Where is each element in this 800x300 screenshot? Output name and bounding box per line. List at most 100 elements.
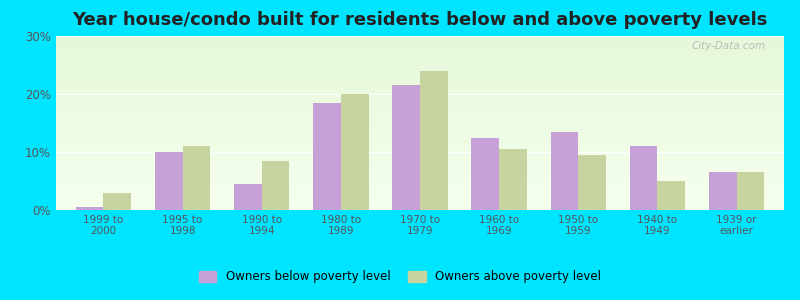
Bar <box>56 139 784 140</box>
Bar <box>56 166 784 167</box>
Bar <box>56 48 784 49</box>
Bar <box>56 199 784 200</box>
Bar <box>56 152 784 153</box>
Bar <box>630 146 658 210</box>
Bar <box>56 56 784 57</box>
Bar <box>56 106 784 107</box>
Bar <box>56 105 784 106</box>
Bar <box>56 191 784 192</box>
Bar <box>56 171 784 172</box>
Bar <box>56 205 784 206</box>
Bar <box>56 98 784 99</box>
Bar <box>182 146 210 210</box>
Bar <box>56 97 784 98</box>
Bar <box>56 102 784 103</box>
Bar <box>56 36 784 37</box>
Bar <box>56 208 784 209</box>
Bar <box>56 201 784 202</box>
Bar <box>56 146 784 147</box>
Bar <box>56 117 784 118</box>
Bar <box>56 104 784 105</box>
Bar <box>56 142 784 143</box>
Bar <box>56 76 784 77</box>
Bar <box>56 82 784 83</box>
Bar <box>56 85 784 86</box>
Bar <box>313 103 341 210</box>
Bar <box>56 206 784 207</box>
Bar <box>56 182 784 183</box>
Bar <box>103 193 131 210</box>
Bar <box>499 149 527 210</box>
Bar <box>56 80 784 81</box>
Bar <box>56 46 784 47</box>
Bar <box>56 138 784 139</box>
Bar <box>56 94 784 95</box>
Bar <box>56 167 784 168</box>
Bar <box>56 200 784 201</box>
Bar <box>56 130 784 131</box>
Bar <box>56 95 784 96</box>
Bar <box>56 64 784 65</box>
Bar <box>56 174 784 175</box>
Bar <box>56 78 784 79</box>
Bar <box>56 176 784 177</box>
Bar <box>550 132 578 210</box>
Bar <box>56 68 784 69</box>
Bar <box>56 39 784 40</box>
Bar <box>56 192 784 193</box>
Bar <box>56 93 784 94</box>
Bar <box>56 115 784 116</box>
Bar <box>56 114 784 115</box>
Bar <box>56 123 784 124</box>
Bar <box>56 165 784 166</box>
Bar <box>56 147 784 148</box>
Bar <box>56 92 784 93</box>
Bar <box>56 204 784 205</box>
Bar <box>56 207 784 208</box>
Bar <box>56 83 784 84</box>
Bar <box>56 52 784 53</box>
Bar <box>56 141 784 142</box>
Bar <box>56 54 784 55</box>
Bar <box>56 85 784 86</box>
Bar <box>56 149 784 150</box>
Bar <box>56 193 784 194</box>
Bar <box>56 42 784 43</box>
Bar <box>578 155 606 210</box>
Bar <box>56 87 784 88</box>
Bar <box>56 43 784 44</box>
Bar <box>56 61 784 62</box>
Bar <box>56 72 784 73</box>
Bar <box>56 113 784 114</box>
Bar <box>56 47 784 48</box>
Bar <box>56 195 784 196</box>
Legend: Owners below poverty level, Owners above poverty level: Owners below poverty level, Owners above… <box>194 266 606 288</box>
Bar <box>56 103 784 104</box>
Bar <box>56 57 784 58</box>
Bar <box>56 99 784 100</box>
Bar <box>56 86 784 87</box>
Bar <box>56 187 784 188</box>
Bar <box>56 168 784 169</box>
Bar <box>56 62 784 63</box>
Bar <box>56 179 784 180</box>
Bar <box>56 209 784 210</box>
Bar <box>56 157 784 158</box>
Bar <box>56 81 784 82</box>
Bar <box>56 49 784 50</box>
Bar <box>341 94 369 210</box>
Bar <box>56 112 784 113</box>
Bar <box>56 71 784 72</box>
Bar <box>56 203 784 204</box>
Bar <box>56 188 784 189</box>
Bar <box>56 194 784 195</box>
Bar <box>56 122 784 123</box>
Bar <box>56 124 784 125</box>
Bar <box>56 125 784 126</box>
Bar <box>56 129 784 130</box>
Bar <box>420 71 448 210</box>
Bar <box>56 50 784 51</box>
Bar <box>56 59 784 60</box>
Bar <box>56 158 784 159</box>
Bar <box>56 73 784 74</box>
